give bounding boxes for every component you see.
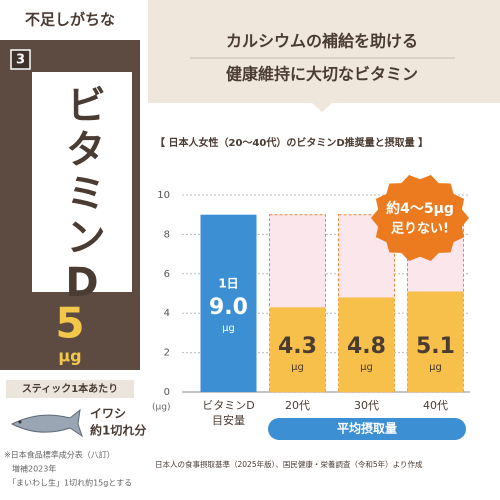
group-label: 平均摂取量 bbox=[337, 421, 397, 436]
heading: 不足しがちな bbox=[25, 11, 115, 29]
rank-badge bbox=[10, 49, 31, 70]
bar-prefix: 1日 bbox=[218, 277, 238, 291]
equivalent-line: 約1切れ分 bbox=[90, 423, 146, 438]
x-tick-label: ビタミンD bbox=[202, 399, 254, 412]
y-unit: (μg) bbox=[152, 403, 170, 413]
chart-title: 【 日本人女性（20～40代）のビタミンD推奨量と摂取量 】 bbox=[155, 136, 428, 149]
y-tick-label: 4 bbox=[164, 308, 170, 319]
x-tick-label: 目安量 bbox=[212, 413, 245, 427]
bar bbox=[338, 297, 395, 392]
callout-line: 約4～5μg bbox=[386, 200, 454, 217]
y-tick-label: 10 bbox=[157, 190, 170, 201]
rank: 3 bbox=[16, 53, 25, 68]
banner-line: 健康維持に大切なビタミン bbox=[226, 65, 418, 84]
callout-burst bbox=[371, 175, 469, 261]
x-tick-label: 40代 bbox=[423, 399, 448, 412]
value-label: 5.1 bbox=[416, 334, 455, 359]
value-label: 4.3 bbox=[278, 334, 317, 359]
y-tick-label: 6 bbox=[164, 269, 170, 280]
amount: 5 bbox=[55, 299, 84, 348]
equivalent-line: イワシ bbox=[90, 407, 126, 421]
group-pill bbox=[268, 418, 466, 440]
value-unit: μg bbox=[222, 323, 235, 334]
banner bbox=[148, 0, 500, 112]
footnote: ※日本食品標準成分表（八訂） bbox=[4, 450, 115, 460]
value-label: 4.8 bbox=[347, 334, 386, 359]
vitamin-name: ビタミンD bbox=[59, 84, 105, 310]
bar bbox=[200, 214, 257, 392]
value-unit: μg bbox=[360, 362, 373, 373]
x-tick-label: 20代 bbox=[285, 399, 310, 412]
x-tick-label: 30代 bbox=[354, 399, 379, 412]
amount-unit: μg bbox=[58, 347, 81, 366]
name-box bbox=[32, 72, 132, 292]
bar bbox=[269, 307, 326, 392]
y-tick-label: 2 bbox=[164, 348, 170, 359]
value-label: 9.0 bbox=[209, 295, 248, 320]
callout-line: 足りない! bbox=[391, 222, 449, 237]
y-tick-label: 0 bbox=[164, 387, 170, 398]
value-unit: μg bbox=[429, 362, 442, 373]
fish-icon bbox=[10, 408, 83, 438]
source: 日本人の食事摂取基準（2025年版）、国民健康・栄養調査（令和5年）より作成 bbox=[155, 459, 423, 469]
banner-line: カルシウムの補給を助ける bbox=[226, 32, 418, 51]
y-tick-label: 8 bbox=[164, 229, 170, 240]
value-unit: μg bbox=[291, 362, 304, 373]
footnote: 「まいわし生」1切れ約15gとする bbox=[4, 478, 132, 488]
bar bbox=[407, 291, 464, 392]
serving-box bbox=[6, 380, 134, 398]
serving: スティック1本あたり bbox=[22, 382, 118, 395]
footnote: 増補2023年 bbox=[4, 464, 56, 474]
